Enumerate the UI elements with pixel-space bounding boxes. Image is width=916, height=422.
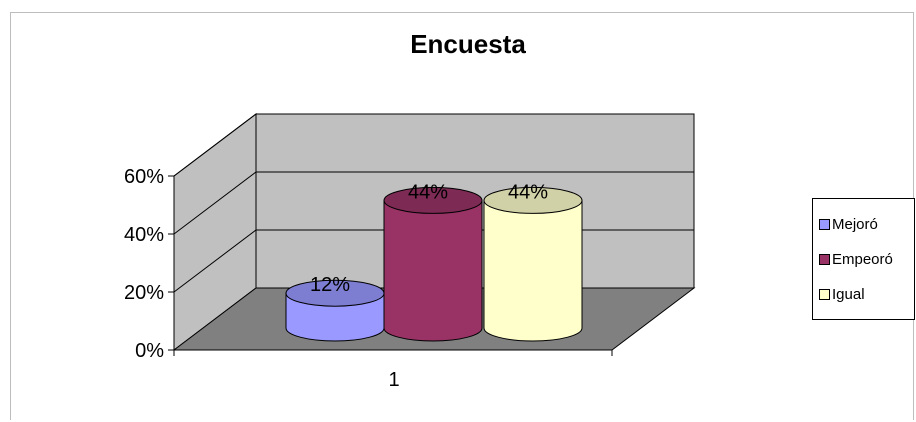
data-label: 12% [310,274,350,296]
chart-title: Encuesta [410,29,526,59]
legend-label: Igual [832,286,865,303]
legend-swatch [819,289,830,300]
gridline [173,171,694,235]
cylinder-body-2 [383,199,483,342]
cylinder-body-1 [285,292,385,342]
y-tick-label: 0% [135,340,164,362]
data-labels: 12% 44% 44% [310,181,548,296]
cylinder-top-3 [483,186,583,214]
legend-swatch [819,254,830,265]
y-tick-label: 20% [124,282,164,304]
legend-item: Igual [813,277,914,312]
value-axis: 0% 20% 40% 60% [124,166,613,362]
legend-label: Empeoró [832,251,893,268]
legend-item: Empeoró [813,242,914,277]
data-label: 44% [508,181,548,203]
legend-item: Mejoró [813,207,914,242]
category-label: 1 [388,369,399,391]
gridline [173,113,694,177]
cylinder-body-3 [483,199,583,342]
legend-label: Mejoró [832,216,878,233]
cylinder-top-2 [383,186,483,214]
data-label: 44% [408,181,448,203]
y-tick-label: 60% [124,166,164,188]
legend-swatch [819,219,830,230]
chart-legend: Mejoró Empeoró Igual [812,198,915,320]
y-tick-label: 40% [124,224,164,246]
chart-bars [285,186,583,342]
